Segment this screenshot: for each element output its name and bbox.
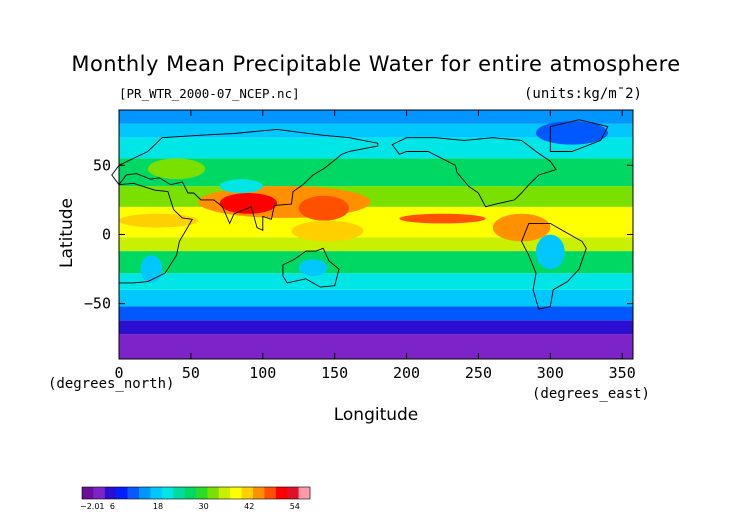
moisture-region-12 [219, 179, 263, 193]
colorbar-border [81, 486, 311, 500]
units-label: (units:kg/m¯2) [524, 86, 642, 102]
coastline-overlay [111, 119, 609, 310]
x-tick-label: 350 [609, 364, 636, 382]
zonal-band-5 [119, 251, 633, 274]
colorbar-swatch [264, 487, 277, 499]
colorbar-tick-label: 18 [153, 502, 163, 511]
zonal-band-12 [119, 110, 633, 124]
y-axis-unit-label: (degrees_north) [48, 376, 174, 392]
moisture-region-5 [492, 213, 551, 242]
moisture-region-2 [298, 195, 350, 221]
heatmap-plot-area [119, 110, 633, 359]
x-tick-label: 100 [249, 364, 276, 382]
y-axis-label: Latitude [57, 198, 77, 268]
colorbar-swatch [287, 487, 299, 499]
colorbar-swatch [241, 487, 254, 499]
colorbar-swatch [298, 487, 311, 499]
colorbar-swatch [207, 487, 220, 499]
colorbar-swatch [230, 487, 242, 499]
colorbar-swatch [275, 487, 288, 499]
colorbar-swatch [184, 487, 197, 499]
x-tick-label: 150 [321, 364, 348, 382]
colorbar-swatch [253, 487, 265, 499]
y-axis-ticks: 50 0 −50 [84, 156, 633, 313]
x-tick-label: 0 [114, 364, 123, 382]
moisture-region-10 [147, 158, 206, 180]
colorbar-swatch [93, 487, 106, 499]
dataset-filename: [PR_WTR_2000-07_NCEP.nc] [119, 86, 300, 101]
chart-title: Monthly Mean Precipitable Water for enti… [71, 52, 680, 76]
coastline-2 [282, 247, 340, 288]
colorbar-tick-label: −2.01 [80, 502, 105, 511]
colorbar-swatch [196, 487, 208, 499]
colorbar-swatch [116, 487, 128, 499]
zonal-band-4 [119, 273, 633, 290]
x-tick-label: 250 [465, 364, 492, 382]
y-tick-label: −50 [84, 295, 111, 313]
colorbar-swatch [161, 487, 174, 499]
y-tick-label: 50 [93, 156, 111, 174]
colorbar-swatch [127, 487, 140, 499]
coastline-0 [118, 182, 194, 284]
color-scale-bar: −2.01 6 18 30 42 54 [80, 486, 311, 511]
y-tick-label: 0 [102, 226, 111, 244]
coastline-3 [521, 222, 587, 310]
colorbar-swatch [82, 487, 94, 499]
moisture-region-7 [535, 234, 565, 270]
coastline-5 [549, 119, 609, 152]
colorbar-tick-label: 54 [290, 502, 300, 511]
x-axis-ticks: 0 50 100 150 200 250 300 350 [114, 110, 636, 382]
zonal-band-6 [119, 237, 633, 252]
x-tick-label: 200 [393, 364, 420, 382]
moisture-region-9 [298, 259, 328, 277]
zonal-band-2 [119, 306, 633, 321]
x-axis-label: Longitude [334, 405, 419, 425]
zonal-band-10 [119, 137, 633, 159]
moisture-region-11 [535, 121, 608, 145]
x-tick-label: 300 [537, 364, 564, 382]
zonal-band-0 [119, 334, 633, 359]
colorbar-tick-label: 30 [199, 502, 209, 511]
zonal-band-8 [119, 186, 633, 207]
zonal-band-11 [119, 123, 633, 138]
x-tick-label: 50 [182, 364, 200, 382]
colorbar-tick-label: 6 [110, 502, 115, 511]
moisture-region-6 [119, 213, 199, 228]
colorbar-swatch [218, 487, 231, 499]
colorbar-swatch [150, 487, 163, 499]
zonal-band-1 [119, 320, 633, 335]
colorbar-swatch [139, 487, 151, 499]
moisture-region-3 [291, 220, 364, 242]
coastline-1 [111, 128, 379, 232]
colorbar-tick-label: 42 [244, 502, 254, 511]
moisture-region-4 [399, 213, 486, 224]
moisture-region-1 [219, 193, 278, 214]
colorbar-swatch [104, 487, 117, 499]
zonal-band-3 [119, 289, 633, 307]
colorbar-swatch [173, 487, 185, 499]
coastline-4 [391, 137, 557, 208]
moisture-region-8 [140, 255, 163, 283]
x-axis-unit-label: (degrees_east) [532, 386, 650, 402]
